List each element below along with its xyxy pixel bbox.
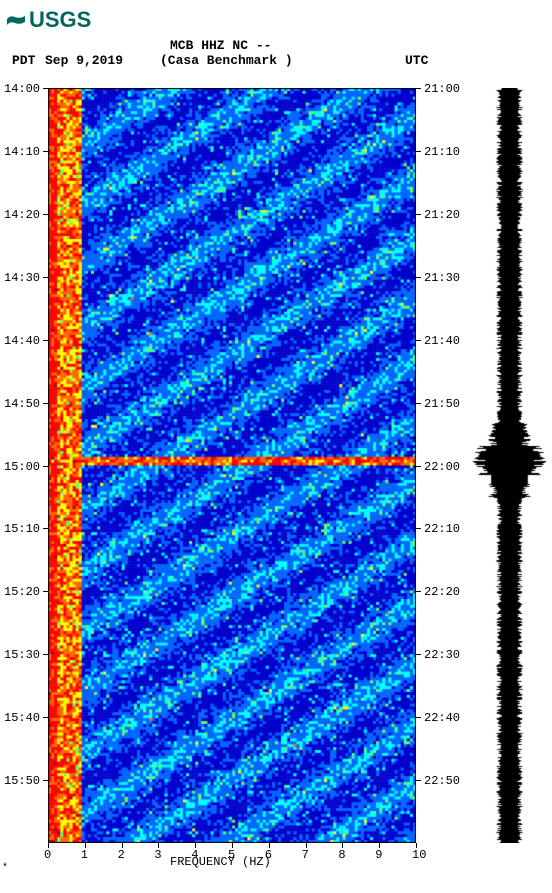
right-tick-3: 21:30 xyxy=(424,271,460,285)
utc-label: UTC xyxy=(405,53,428,68)
left-tick-1: 14:10 xyxy=(4,145,40,159)
right-tick-7: 22:10 xyxy=(424,522,460,536)
date: Sep 9,2019 xyxy=(45,53,123,68)
left-tick-3: 14:30 xyxy=(4,271,40,285)
left-tick-7: 15:10 xyxy=(4,522,40,536)
right-tick-0: 21:00 xyxy=(424,82,460,96)
left-tick-11: 15:50 xyxy=(4,774,40,788)
right-tick-11: 22:50 xyxy=(424,774,460,788)
left-tick-10: 15:40 xyxy=(4,711,40,725)
station-code: MCB HHZ NC -- xyxy=(170,38,271,53)
left-tick-0: 14:00 xyxy=(4,82,40,96)
pdt-label: PDT xyxy=(12,53,35,68)
right-tick-8: 22:20 xyxy=(424,585,460,599)
x-tick-0: 0 xyxy=(44,848,51,862)
left-tick-4: 14:40 xyxy=(4,334,40,348)
right-tick-1: 21:10 xyxy=(424,145,460,159)
right-tick-10: 22:40 xyxy=(424,711,460,725)
left-tick-9: 15:30 xyxy=(4,648,40,662)
x-tick-10: 10 xyxy=(412,848,426,862)
right-tick-4: 21:40 xyxy=(424,334,460,348)
x-tick-7: 7 xyxy=(302,848,309,862)
x-tick-1: 1 xyxy=(81,848,88,862)
left-tick-5: 14:50 xyxy=(4,397,40,411)
left-tick-6: 15:00 xyxy=(4,460,40,474)
x-tick-9: 9 xyxy=(375,848,382,862)
right-tick-9: 22:30 xyxy=(424,648,460,662)
x-axis-label: FREQUENCY (HZ) xyxy=(170,855,271,869)
right-tick-2: 21:20 xyxy=(424,208,460,222)
spectrogram-canvas xyxy=(48,88,416,843)
left-tick-2: 14:20 xyxy=(4,208,40,222)
x-tick-2: 2 xyxy=(118,848,125,862)
seismogram-canvas xyxy=(472,88,547,843)
station-name: (Casa Benchmark ) xyxy=(160,53,293,68)
right-tick-6: 22:00 xyxy=(424,460,460,474)
right-tick-5: 21:50 xyxy=(424,397,460,411)
left-tick-8: 15:20 xyxy=(4,585,40,599)
x-tick-3: 3 xyxy=(154,848,161,862)
spectrogram-chart xyxy=(48,88,416,843)
x-tick-8: 8 xyxy=(338,848,345,862)
footer-mark: * xyxy=(2,863,8,874)
svg-text:USGS: USGS xyxy=(29,7,91,32)
usgs-logo: USGS xyxy=(5,5,105,33)
